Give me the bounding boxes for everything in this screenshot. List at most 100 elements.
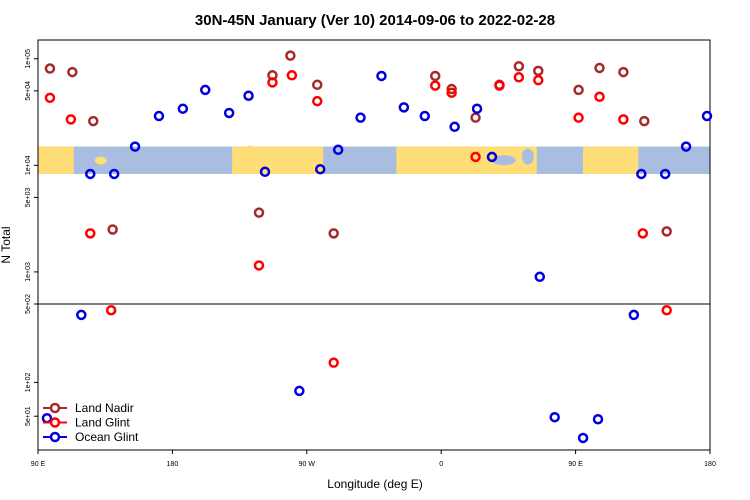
land-nadir-point [573,84,584,96]
y-axis-label: N Total [0,226,13,263]
land-nadir-point [312,79,323,91]
ocean-glint-point [376,70,387,82]
y-tick-label: 5e+04 [25,81,32,101]
ocean-glint-point [592,413,604,425]
land-glint-point [494,80,505,91]
ocean-glint-point [294,385,305,397]
land-glint-point [446,87,457,98]
plot-border [37,39,711,451]
land-glint-point [85,228,96,239]
land-nadir-point [513,61,525,72]
y-tick-label: 1e+04 [25,155,32,175]
legend-label-ocean-glint: Ocean Glint [75,430,139,444]
y-tick-label: 5e+03 [25,187,32,207]
land-nadir-point [533,65,544,77]
land-nadir-point [107,224,118,235]
legend-marker-ocean-glint [49,431,61,443]
x-axis-label: Longitude (deg E) [327,477,422,491]
land-glint-point [661,304,672,316]
ocean-glint-point [259,166,271,178]
map-land [38,146,74,174]
ocean-glint-point [659,168,671,180]
ocean-glint-point [153,110,165,122]
land-glint-point [594,91,605,103]
ocean-glint-point [355,112,366,123]
y-tick-label: 5e+01 [25,406,32,426]
legend-marker-land-glint [49,417,61,428]
land-glint-point [328,357,339,368]
ocean-glint-point [449,121,460,133]
legend-label-land-glint: Land Glint [75,416,130,430]
land-glint-point [618,114,629,125]
x-tick-label: 90 E [568,461,583,468]
ocean-glint-point [680,141,692,152]
ocean-glint-point [419,110,431,122]
land-nadir-point [328,228,339,239]
land-glint-point [513,72,525,83]
plot-frame [37,39,711,451]
ocean-glint-point [108,168,120,180]
y-axis-lower: 5e+01 1e+02 5e+02 [25,294,38,426]
land-glint-point [286,70,298,81]
ocean-glint-point [243,90,254,101]
ocean-glint-point [129,141,141,152]
land-nadir-point [470,112,481,123]
chart-title: 30N-45N January (Ver 10) 2014-09-06 to 2… [195,12,555,29]
x-axis: 90 E 180 90 W 0 90 E 180 [31,450,716,468]
ocean-glint-point [701,110,713,122]
land-glint-point [44,92,56,104]
map-land [600,156,613,165]
y-tick-label: 1e+02 [25,373,32,393]
ocean-glint-point [534,271,546,283]
land-nadir-point [618,66,629,78]
legend-label-land-nadir: Land Nadir [75,401,134,415]
x-tick-label: 180 [704,461,716,468]
land-glint-point [573,112,584,123]
map-land [94,156,107,165]
land-nadir-point [446,83,457,95]
y-axis-upper: 1e+03 5e+03 1e+04 5e+04 1e+05 [25,49,38,282]
ocean-glint-point [314,163,326,175]
data-points [41,50,713,444]
ocean-glint-point [486,151,498,163]
land-nadir-point [88,115,99,127]
map-sea [521,148,534,165]
land-nadir-point [44,63,56,74]
land-glint-point [470,151,481,163]
land-nadir-point [594,62,605,74]
map-sea [491,155,516,166]
ocean-glint-point [41,412,53,424]
land-nadir-point [429,70,441,82]
legend-marker-land-nadir [49,402,61,414]
y-tick-label: 1e+05 [25,49,32,69]
world-map-band [38,145,710,174]
ocean-glint-point [85,168,96,180]
ocean-glint-point [549,411,560,423]
land-nadir-point [253,207,265,218]
land-glint-point [429,80,441,91]
land-glint-point [65,114,77,125]
land-glint-point [267,77,278,88]
land-nadir-point [639,115,650,127]
y-tick-label: 1e+03 [25,262,32,282]
land-glint-point [253,260,265,271]
y-tick-label: 5e+02 [25,294,32,314]
ocean-glint-point [577,432,589,444]
ocean-glint-point [223,107,235,119]
ocean-glint-point [200,84,211,96]
map-land [240,145,261,164]
x-tick-label: 90 E [31,461,46,468]
x-tick-label: 180 [167,461,179,468]
ocean-glint-point [332,144,344,156]
land-glint-point [637,228,649,239]
land-nadir-point [67,66,78,78]
land-glint-point [105,304,117,316]
x-tick-label: 90 W [299,461,316,468]
land-glint-point [533,74,544,86]
ocean-glint-point [76,309,87,321]
ocean-glint-point [628,309,640,321]
x-tick-label: 0 [439,461,443,468]
land-nadir-point [661,226,672,237]
